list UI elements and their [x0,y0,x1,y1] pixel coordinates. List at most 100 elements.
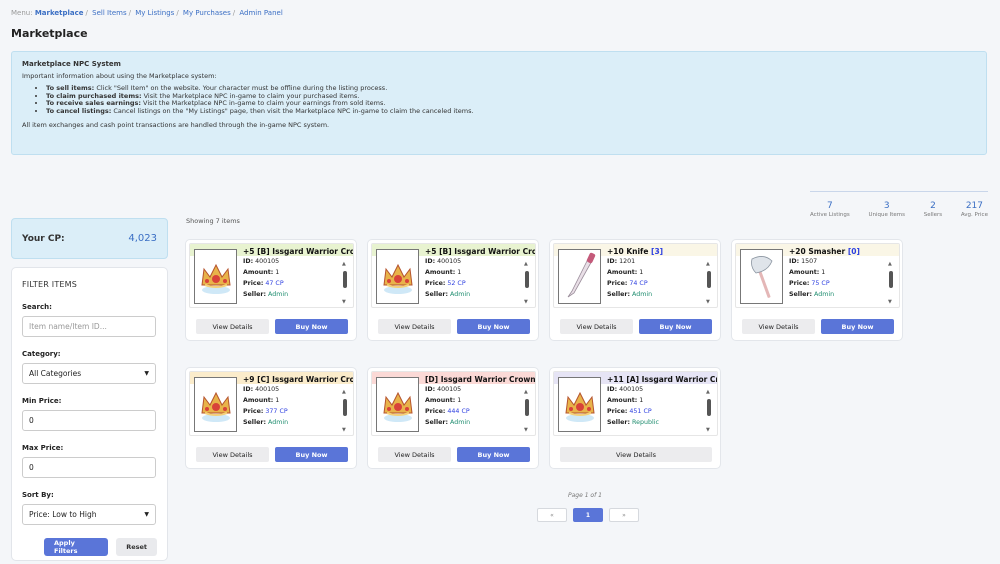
scroll-down-icon[interactable]: ▼ [706,299,710,305]
page-1-button[interactable]: 1 [573,508,603,522]
item-id: ID: 1201 [607,258,636,265]
item-card[interactable]: +5 [B] Issgard Warrior Crown ID: 400105 … [367,239,539,341]
item-scrollbar[interactable]: ▲ ▼ [523,389,531,433]
crown-icon [376,249,419,304]
item-scrollbar[interactable]: ▲ ▼ [705,261,713,305]
buy-now-button[interactable]: Buy Now [457,447,530,462]
item-id: ID: 1507 [789,258,818,265]
info-list: To sell items: Click "Sell Item" on the … [22,84,976,115]
item-price: Price: 451 CP [607,408,652,415]
item-seller: Seller: Admin [425,419,471,426]
breadcrumb-prefix: Menu: [11,9,33,17]
stat-unique-items: 3 Unique Items [868,201,905,219]
breadcrumb-my-purchases[interactable]: My Purchases [182,9,231,17]
item-scrollbar[interactable]: ▲ ▼ [341,261,349,305]
item-info-panel: +11 [A] Issgard Warrior Crow ID: 400105 … [553,371,718,436]
search-label: Search: [22,303,52,311]
max-price-input[interactable]: 0 [22,457,156,478]
scroll-up-icon[interactable]: ▲ [342,389,346,395]
scroll-down-icon[interactable]: ▼ [706,427,710,433]
min-price-input[interactable]: 0 [22,410,156,431]
buy-now-button[interactable]: Buy Now [275,319,348,334]
scroll-down-icon[interactable]: ▼ [524,427,528,433]
reset-button[interactable]: Reset [116,538,157,556]
item-price: Price: 47 CP [243,280,284,287]
scroll-down-icon[interactable]: ▼ [342,427,346,433]
buy-now-button[interactable]: Buy Now [639,319,712,334]
scroll-up-icon[interactable]: ▲ [524,389,528,395]
view-details-button[interactable]: View Details [378,319,451,334]
scroll-down-icon[interactable]: ▼ [888,299,892,305]
buy-now-button[interactable]: Buy Now [457,319,530,334]
item-scrollbar[interactable]: ▲ ▼ [341,389,349,433]
item-card[interactable]: +5 [B] Issgard Warrior Crown ID: 400105 … [185,239,357,341]
item-card[interactable]: +20 Smasher [0] ID: 1507 Amount: 1 Price… [731,239,903,341]
info-item: To sell items: Click "Sell Item" on the … [46,84,976,93]
search-input[interactable]: Item name/Item ID... [22,316,156,337]
view-details-button[interactable]: View Details [196,319,269,334]
item-info-panel: +9 [C] Issgard Warrior Crown ID: 400105 … [189,371,354,436]
item-name: +20 Smasher [0] [789,247,860,256]
view-details-button[interactable]: View Details [560,319,633,334]
item-scrollbar[interactable]: ▲ ▼ [705,389,713,433]
info-footer: All item exchanges and cash point transa… [22,121,330,129]
item-seller: Seller: Republic [607,419,659,426]
item-card[interactable]: +10 Knife [3] ID: 1201 Amount: 1 Price: … [549,239,721,341]
min-price-label: Min Price: [22,397,62,405]
apply-filters-button[interactable]: Apply Filters [44,538,109,556]
scroll-up-icon[interactable]: ▲ [342,261,346,267]
stat-sellers: 2 Sellers [923,201,943,219]
stats-bar: 7 Active Listings 3 Unique Items 2 Sellers … [810,191,988,218]
cp-label: Your CP: [22,233,65,244]
item-card[interactable]: +11 [A] Issgard Warrior Crow ID: 400105 … [549,367,721,469]
item-scrollbar[interactable]: ▲ ▼ [887,261,895,305]
chevron-down-icon: ▼ [144,370,149,377]
view-details-button[interactable]: View Details [378,447,451,462]
cp-value: 4,023 [128,233,157,244]
scroll-down-icon[interactable]: ▼ [524,299,528,305]
item-amount: Amount: 1 [243,269,280,276]
sort-select[interactable]: Price: Low to High ▼ [22,504,156,525]
scroll-down-icon[interactable]: ▼ [342,299,346,305]
info-box: Marketplace NPC System Important informa… [11,51,987,155]
item-price: Price: 444 CP [425,408,470,415]
item-name: +5 [B] Issgard Warrior Crown [243,247,353,256]
item-name: +9 [C] Issgard Warrior Crown [243,375,353,384]
item-card[interactable]: +9 [C] Issgard Warrior Crown ID: 400105 … [185,367,357,469]
item-seller: Seller: Admin [243,419,289,426]
view-details-button[interactable]: View Details [560,447,712,462]
item-amount: Amount: 1 [607,269,644,276]
chevron-down-icon: ▼ [144,511,149,518]
item-amount: Amount: 1 [425,269,462,276]
view-details-button[interactable]: View Details [742,319,815,334]
item-id: ID: 400105 [607,386,644,393]
scroll-up-icon[interactable]: ▲ [706,261,710,267]
scroll-up-icon[interactable]: ▲ [524,261,528,267]
buy-now-button[interactable]: Buy Now [821,319,894,334]
breadcrumb-admin-panel[interactable]: Admin Panel [239,9,283,17]
item-name: +5 [B] Issgard Warrior Crown [425,247,535,256]
item-info-panel: +20 Smasher [0] ID: 1507 Amount: 1 Price… [735,243,900,308]
category-select[interactable]: All Categories ▼ [22,363,156,384]
item-card[interactable]: [D] Issgard Warrior Crown [ ID: 400105 A… [367,367,539,469]
breadcrumb-sell-items[interactable]: Sell Items [92,9,127,17]
next-page-button[interactable]: » [609,508,639,522]
category-label: Category: [22,350,61,358]
axe-icon [740,249,783,304]
info-title: Marketplace NPC System [22,60,121,68]
scroll-up-icon[interactable]: ▲ [706,389,710,395]
buy-now-button[interactable]: Buy Now [275,447,348,462]
breadcrumb-marketplace[interactable]: Marketplace [34,9,84,17]
scroll-up-icon[interactable]: ▲ [888,261,892,267]
view-details-button[interactable]: View Details [196,447,269,462]
item-price: Price: 52 CP [425,280,466,287]
item-price: Price: 377 CP [243,408,288,415]
breadcrumb-my-listings[interactable]: My Listings [135,9,175,17]
sort-label: Sort By: [22,491,54,499]
filter-title: FILTER ITEMS [22,280,78,289]
page-title: Marketplace [11,27,88,40]
item-scrollbar[interactable]: ▲ ▼ [523,261,531,305]
crown-icon [194,249,237,304]
item-name: +11 [A] Issgard Warrior Crow [607,375,717,384]
prev-page-button[interactable]: « [537,508,567,522]
